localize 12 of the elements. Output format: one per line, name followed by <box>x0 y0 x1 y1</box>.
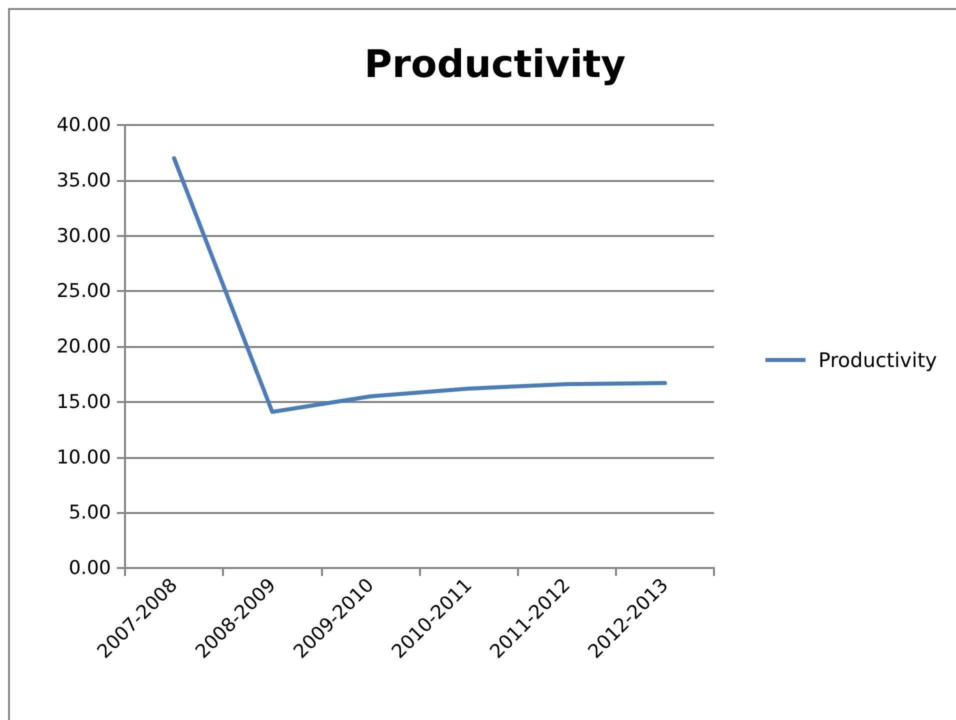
legend-label: Productivity <box>818 348 938 372</box>
y-tick-label: 35.00 <box>56 169 111 192</box>
y-tick-label: 20.00 <box>56 336 111 358</box>
y-tick-label: 5.00 <box>68 502 111 524</box>
y-tick-label: 15.00 <box>56 390 111 413</box>
chart-title: Productivity <box>364 42 626 86</box>
y-tick-label: 0.00 <box>68 557 111 579</box>
y-tick-label: 25.00 <box>56 280 111 302</box>
y-tick-label: 30.00 <box>56 224 111 247</box>
y-tick-label: 10.00 <box>56 446 111 468</box>
y-tick-label: 40.00 <box>56 114 111 136</box>
line-series <box>172 156 667 414</box>
